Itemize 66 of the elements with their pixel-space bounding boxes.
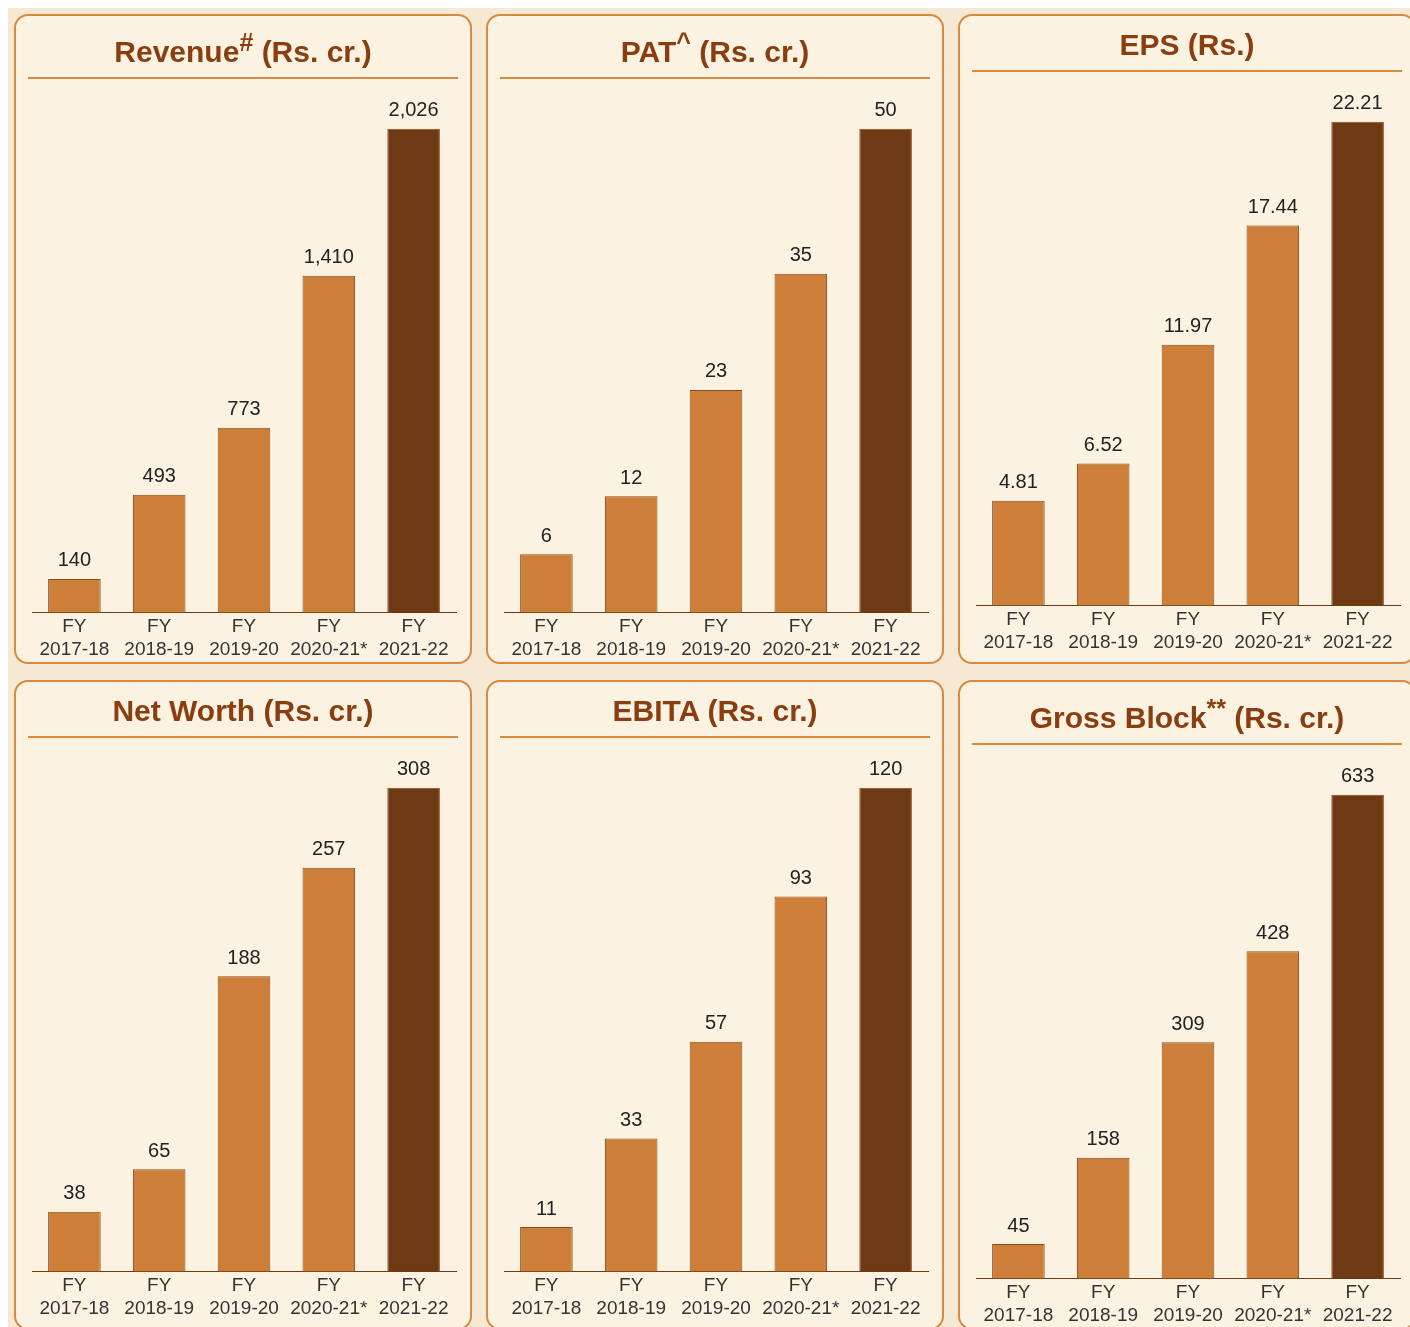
x-tick-label: FY 2019-20 bbox=[209, 1274, 279, 1318]
x-tick-label: FY 2018-19 bbox=[596, 1274, 667, 1318]
x-tick-label: FY 2021-22 bbox=[378, 1274, 449, 1318]
data-label: 140 bbox=[57, 548, 92, 571]
chart-title: Gross Block$^{**}$ (Rs. cr.) bbox=[972, 688, 1402, 745]
data-label: 22.21 bbox=[1332, 91, 1383, 114]
data-label: 35 bbox=[789, 243, 812, 266]
data-label: 633 bbox=[1340, 764, 1375, 787]
x-tick-label: FY 2017-18 bbox=[983, 608, 1054, 652]
chart-title: Revenue$^{#}$ (Rs. cr.) bbox=[28, 22, 458, 79]
data-label: 309 bbox=[1171, 1011, 1205, 1034]
x-tick-label: FY 2021-22 bbox=[850, 615, 921, 659]
data-label: 158 bbox=[1086, 1127, 1120, 1150]
x-tick-label: FY 2019-20 bbox=[1153, 608, 1223, 652]
data-label: 17.44 bbox=[1247, 195, 1298, 218]
x-tick-label: FY 2021-22 bbox=[850, 1274, 921, 1318]
data-label: 45 bbox=[1007, 1213, 1030, 1236]
x-tick-label: FY 2021-22 bbox=[1322, 608, 1393, 652]
x-tick-label: FY 2018-19 bbox=[596, 615, 667, 659]
chart-title: PAT$^{^}$ (Rs. cr.) bbox=[500, 22, 930, 79]
x-tick-label: FY 2017-18 bbox=[39, 1274, 110, 1318]
x-tick-label: FY 2017-18 bbox=[511, 615, 582, 659]
x-tick-label: FY 2019-20 bbox=[681, 1274, 751, 1318]
data-label: 38 bbox=[63, 1181, 86, 1204]
data-label: 11 bbox=[536, 1196, 557, 1219]
chart-title: EPS (Rs.) bbox=[972, 22, 1402, 72]
x-tick-label: FY 2020-21* bbox=[1234, 1281, 1312, 1325]
x-tick-label: FY 2019-20 bbox=[681, 615, 751, 659]
x-tick-label: FY 2020-21* bbox=[1234, 608, 1312, 652]
chart-title: Net Worth (Rs. cr.) bbox=[28, 688, 458, 738]
x-tick-label: FY 2018-19 bbox=[1068, 608, 1139, 652]
data-label: 120 bbox=[868, 757, 903, 780]
x-tick-label: FY 2019-20 bbox=[209, 615, 279, 659]
data-label: 188 bbox=[227, 945, 261, 968]
data-label: 93 bbox=[789, 866, 812, 889]
data-label: 65 bbox=[148, 1138, 171, 1161]
x-tick-label: FY 2020-21* bbox=[762, 615, 840, 659]
x-tick-label: FY 2021-22 bbox=[378, 615, 449, 659]
data-label: 2,026 bbox=[388, 98, 439, 121]
data-label: 6.52 bbox=[1083, 432, 1123, 455]
x-tick-label: FY 2018-19 bbox=[1068, 1281, 1139, 1325]
data-label: 50 bbox=[874, 98, 897, 121]
x-tick-label: FY 2020-21* bbox=[290, 615, 368, 659]
data-label: 428 bbox=[1256, 920, 1290, 943]
data-label: 23 bbox=[704, 359, 728, 382]
data-label: 6 bbox=[540, 523, 552, 546]
data-label: 257 bbox=[312, 837, 346, 860]
x-tick-label: FY 2021-22 bbox=[1322, 1281, 1393, 1325]
data-label: 33 bbox=[620, 1107, 643, 1130]
x-tick-label: FY 2017-18 bbox=[511, 1274, 582, 1318]
x-tick-label: FY 2020-21* bbox=[290, 1274, 368, 1318]
data-label: 493 bbox=[142, 464, 176, 487]
x-tick-label: FY 2020-21* bbox=[762, 1274, 840, 1318]
data-label: 308 bbox=[396, 757, 431, 780]
x-tick-label: FY 2018-19 bbox=[124, 615, 195, 659]
x-tick-label: FY 2018-19 bbox=[124, 1274, 195, 1318]
x-tick-label: FY 2017-18 bbox=[39, 615, 110, 659]
data-label: 773 bbox=[227, 397, 261, 420]
data-label: 57 bbox=[704, 1011, 728, 1034]
chart-title: EBITA (Rs. cr.) bbox=[500, 688, 930, 738]
data-label: 4.81 bbox=[998, 470, 1038, 493]
data-label: 1,410 bbox=[303, 245, 354, 268]
x-tick-label: FY 2019-20 bbox=[1153, 1281, 1223, 1325]
x-tick-label: FY 2017-18 bbox=[983, 1281, 1054, 1325]
data-label: 12 bbox=[620, 465, 643, 488]
data-label: 11.97 bbox=[1163, 314, 1213, 337]
